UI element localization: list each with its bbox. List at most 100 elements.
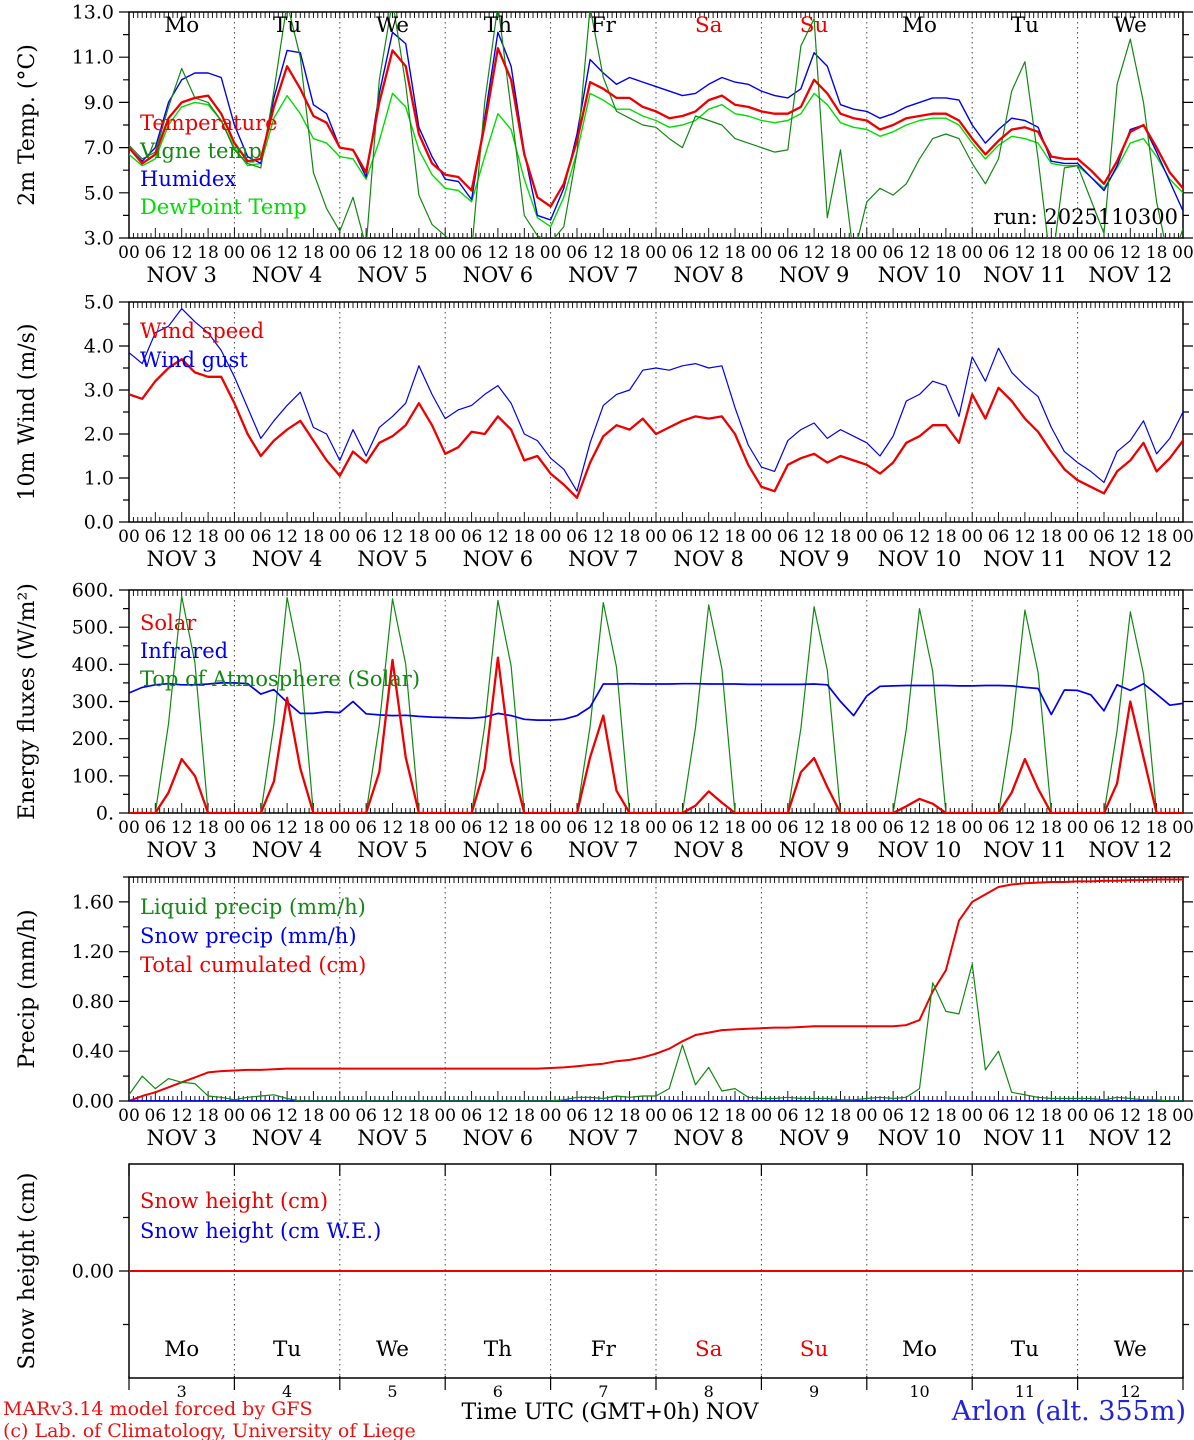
hour-label: 12 [1119, 527, 1141, 547]
hour-label: 00 [118, 1106, 140, 1126]
hour-label: 12 [1119, 818, 1141, 838]
series-humidex [129, 31, 1183, 221]
hour-label: 18 [408, 1106, 430, 1126]
day-number: 12 [1120, 1382, 1140, 1401]
hour-label: 12 [1119, 1106, 1141, 1126]
legend-infrared: Infrared [140, 639, 228, 663]
hour-label: 00 [961, 243, 983, 263]
ytick-label: 7.0 [84, 137, 114, 159]
hour-label: 06 [672, 818, 694, 838]
date-label: NOV 11 [983, 547, 1067, 571]
date-label: NOV 9 [779, 263, 849, 287]
date-label: NOV 7 [568, 1126, 638, 1150]
day-name-top: Su [800, 13, 829, 38]
date-label: NOV 6 [463, 1126, 533, 1150]
day-name-bottom: Mo [164, 1337, 199, 1362]
hour-label: 18 [513, 527, 535, 547]
hour-label: 18 [303, 818, 325, 838]
hour-label: 06 [250, 243, 272, 263]
hour-label: 00 [540, 243, 562, 263]
hour-label: 18 [513, 243, 535, 263]
hour-label: 00 [224, 818, 246, 838]
hour-label: 06 [1093, 243, 1115, 263]
hour-label: 00 [645, 243, 667, 263]
hour-label: 18 [408, 527, 430, 547]
legend-dewpoint-temp: DewPoint Temp [140, 195, 307, 219]
hour-label: 12 [698, 243, 720, 263]
hour-label: 00 [961, 1106, 983, 1126]
date-label: NOV 12 [1088, 838, 1172, 862]
hour-label: 06 [145, 818, 167, 838]
hour-label: 18 [830, 1106, 852, 1126]
hour-label: 06 [566, 243, 588, 263]
hour-label: 06 [355, 527, 377, 547]
xaxis-title: Time UTC (GMT+0h) NOV [380, 1400, 840, 1425]
hour-label: 00 [1172, 1106, 1194, 1126]
hour-label: 06 [250, 1106, 272, 1126]
hour-label: 18 [513, 818, 535, 838]
date-label: NOV 4 [252, 838, 322, 862]
ylabel-snow: Snow height (cm) [15, 1173, 40, 1370]
hour-label: 06 [777, 1106, 799, 1126]
ytick-label: 1.60 [72, 891, 114, 913]
ytick-label: 600. [72, 580, 114, 602]
hour-label: 06 [672, 1106, 694, 1126]
series-infrared [129, 682, 1183, 721]
hour-label: 00 [434, 527, 456, 547]
y-ticks [119, 589, 1193, 814]
day-name-top: We [1114, 13, 1147, 38]
date-label: NOV 7 [568, 547, 638, 571]
hour-label: 06 [988, 1106, 1010, 1126]
hour-label: 00 [1067, 818, 1089, 838]
hour-label: 18 [197, 243, 219, 263]
hour-label: 12 [382, 243, 404, 263]
legend-snow-precip-mm-h-: Snow precip (mm/h) [140, 924, 357, 948]
hour-label: 18 [724, 818, 746, 838]
hour-label: 12 [1119, 243, 1141, 263]
run-label: run: 2025110300 [994, 205, 1178, 229]
date-label: NOV 12 [1088, 1126, 1172, 1150]
hour-label: 00 [329, 818, 351, 838]
hour-label: 12 [698, 818, 720, 838]
hour-label: 12 [592, 243, 614, 263]
day-name-bottom: Th [484, 1337, 512, 1362]
day-number: 9 [809, 1382, 819, 1401]
top-hour-ticks [128, 590, 1184, 596]
date-label: NOV 3 [146, 547, 216, 571]
day-number: 8 [704, 1382, 714, 1401]
ytick-label: 1.0 [84, 468, 114, 490]
hour-label: 12 [1014, 1106, 1036, 1126]
hour-label: 18 [619, 818, 641, 838]
legend-wind-speed: Wind speed [140, 319, 264, 343]
ytick-label: 3.0 [84, 380, 114, 402]
panel-snow: 0.00 Snow height (cm) Snow height (cm) Snow… [15, 1163, 1193, 1401]
date-label: NOV 8 [673, 263, 743, 287]
legend-wind-gust: Wind gust [140, 348, 248, 372]
hour-label: 18 [619, 243, 641, 263]
hour-label: 18 [1040, 1106, 1062, 1126]
ytick-label: 0. [96, 803, 114, 825]
hour-label: 00 [1172, 527, 1194, 547]
hour-label: 18 [303, 1106, 325, 1126]
hour-label: 00 [540, 527, 562, 547]
date-label: NOV 11 [983, 1126, 1067, 1150]
hour-label: 18 [935, 818, 957, 838]
footer-credits: MARv3.14 model forced by GFS (c) Lab. of… [3, 1398, 416, 1440]
day-number: 7 [598, 1382, 608, 1401]
day-name-bottom: Tu [1011, 1337, 1039, 1362]
hour-label: 18 [513, 1106, 535, 1126]
hour-label: 12 [382, 527, 404, 547]
hour-label: 06 [566, 527, 588, 547]
day-name-bottom: Tu [273, 1337, 301, 1362]
hour-label: 12 [276, 243, 298, 263]
ytick-label: 200. [72, 728, 114, 750]
date-label: NOV 11 [983, 263, 1067, 287]
hour-label: 12 [171, 527, 193, 547]
hour-label: 18 [1146, 527, 1168, 547]
ytick-label: 0.00 [72, 1261, 114, 1283]
date-label: NOV 4 [252, 263, 322, 287]
ytick-label: 2.0 [84, 424, 114, 446]
ytick-label: 100. [72, 765, 114, 787]
ytick-label: 500. [72, 617, 114, 639]
legend-humidex: Humidex [140, 167, 236, 191]
